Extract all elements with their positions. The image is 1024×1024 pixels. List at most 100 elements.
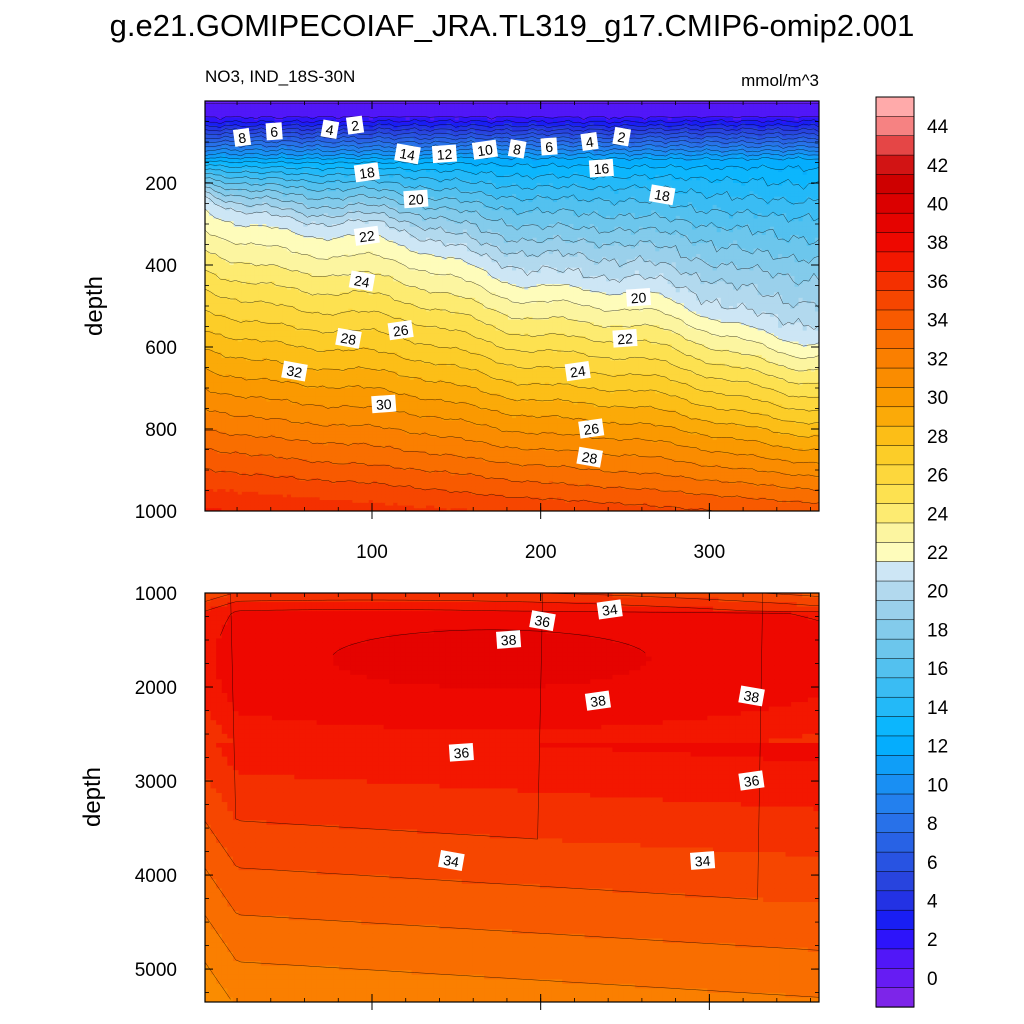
- upper-contour-label-text-22: 32: [285, 362, 303, 380]
- colorbar-segment: [875, 542, 915, 563]
- colorbar-segment: [875, 348, 915, 369]
- lower-plot-frame: [204, 592, 820, 1003]
- lower-axes: 1000 2000 3000 4000 5000: [135, 584, 819, 1010]
- lower-ytick-label-1: 2000: [135, 678, 177, 699]
- upper-contour-label-text-18: 26: [392, 322, 410, 340]
- colorbar-segment: [875, 406, 915, 427]
- lower-contour-label-text-1: 36: [533, 612, 551, 630]
- upper-contour-label-text-0: 2: [350, 117, 360, 134]
- lower-ytick-label-0: 1000: [135, 584, 177, 605]
- upper-contour-label-text-2: 6: [270, 124, 279, 141]
- lower-contour-label-text-4: 38: [742, 687, 760, 705]
- colorbar-segment: [875, 696, 915, 718]
- colorbar-segment: [875, 522, 915, 543]
- colorbar-segment: [875, 309, 915, 330]
- colorbar-label-9: 18: [927, 620, 948, 641]
- colorbar-segment: [875, 561, 915, 582]
- upper-contour-label-9: 4: [580, 131, 599, 152]
- upper-contour-label-10: 2: [612, 126, 632, 147]
- upper-contour-label-16: 24: [348, 270, 376, 292]
- lower-contour-label-3: 38: [584, 690, 611, 711]
- colorbar-label-7: 14: [927, 698, 949, 719]
- colorbar-label-22: 44: [927, 117, 949, 138]
- upper-y-axis-label: depth: [81, 276, 108, 336]
- upper-contour-label-text-14: 20: [408, 191, 425, 208]
- upper-contour-label-5: 12: [431, 144, 458, 164]
- colorbar-segment: [875, 174, 915, 195]
- colorbar-segment: [875, 755, 915, 776]
- upper-ytick-label-1: 400: [145, 256, 177, 277]
- lower-field: [205, 593, 819, 1002]
- upper-contour-label-19: 28: [335, 327, 362, 349]
- lower-ytick-label-4: 5000: [135, 960, 177, 981]
- upper-contour-label-1: 4: [320, 119, 340, 139]
- upper-contour-label-text-5: 12: [436, 146, 453, 163]
- colorbar-segment: [875, 735, 915, 756]
- colorbar-label-11: 22: [927, 543, 948, 564]
- colorbar-segment: [875, 832, 915, 853]
- colorbar-segment: [875, 658, 915, 679]
- upper-contour-label-text-3: 8: [237, 129, 247, 146]
- upper-contour-label-12: 18: [353, 162, 380, 183]
- colorbar-segment: [875, 813, 915, 834]
- colorbar-segment: [875, 580, 915, 602]
- upper-contour-label-text-1: 4: [325, 121, 336, 138]
- upper-contour-label-15: 22: [353, 225, 380, 246]
- colorbar-segment: [875, 793, 915, 815]
- upper-contour-label-text-24: 26: [582, 420, 600, 438]
- colorbar-label-13: 26: [927, 466, 948, 487]
- upper-contour-label-13: 18: [648, 184, 676, 206]
- upper-contour-label-text-10: 2: [616, 129, 627, 146]
- lower-ytick-label-3: 4000: [135, 866, 177, 887]
- upper-contour-label-text-17: 20: [630, 289, 647, 306]
- colorbar-label-10: 20: [927, 582, 948, 603]
- colorbar-label-8: 16: [927, 659, 948, 680]
- colorbar-segment: [875, 909, 915, 931]
- upper-contour-label-text-4: 14: [398, 145, 416, 163]
- upper-contour-label-text-25: 28: [581, 448, 599, 466]
- colorbar-label-5: 10: [927, 775, 948, 796]
- lower-contour-label-text-8: 34: [694, 852, 711, 869]
- upper-contour-label-text-15: 22: [358, 227, 376, 245]
- lower-contour-label-5: 36: [448, 742, 474, 762]
- upper-contour-label-17: 20: [625, 287, 652, 307]
- lower-contour-label-2: 38: [496, 630, 522, 649]
- colorbar-segment: [875, 716, 915, 737]
- lower-contour-label-text-6: 36: [743, 772, 761, 790]
- colorbar-label-20: 40: [927, 195, 948, 216]
- lower-contour-label-8: 34: [690, 851, 716, 870]
- colorbar-label-3: 6: [927, 853, 938, 874]
- colorbar-segment: [875, 445, 915, 466]
- upper-contour-label-text-19: 28: [339, 330, 357, 348]
- upper-contour-label-22: 32: [281, 360, 308, 382]
- colorbar-segment: [875, 251, 915, 272]
- colorbar-segment: [875, 96, 915, 118]
- colorbar-segment: [875, 851, 915, 873]
- upper-contour-label-8: 6: [540, 137, 558, 156]
- upper-contour-label-text-6: 10: [476, 141, 494, 159]
- colorbar-label-12: 24: [927, 504, 949, 525]
- upper-xtick-label-2: 300: [694, 542, 726, 563]
- colorbar-segment: [875, 968, 915, 989]
- upper-contour-label-6: 10: [471, 139, 498, 160]
- lower-ytick-label-2: 3000: [135, 772, 177, 793]
- upper-contour-label-text-23: 30: [375, 396, 392, 413]
- colorbar-segment: [875, 638, 915, 660]
- colorbar-label-17: 34: [927, 311, 949, 332]
- upper-contour-label-18: 26: [387, 320, 414, 341]
- upper-contour-label-text-12: 18: [358, 164, 376, 182]
- colorbar-label-6: 12: [927, 737, 948, 758]
- colorbar-label-15: 30: [927, 388, 948, 409]
- lower-contour-label-text-7: 34: [442, 852, 460, 870]
- colorbar-segment: [875, 212, 915, 234]
- colorbar-segment: [875, 987, 915, 1008]
- upper-contour-label-text-8: 6: [545, 139, 554, 156]
- upper-ytick-label-3: 800: [145, 420, 177, 441]
- upper-contour-label-11: 16: [588, 158, 614, 178]
- upper-ytick-label-4: 1000: [135, 502, 177, 523]
- lower-contour-labels: 34 36 38 38 38 36 36 34 34: [438, 599, 765, 871]
- colorbar-segment: [875, 464, 915, 485]
- lower-y-axis-label: depth: [79, 767, 106, 827]
